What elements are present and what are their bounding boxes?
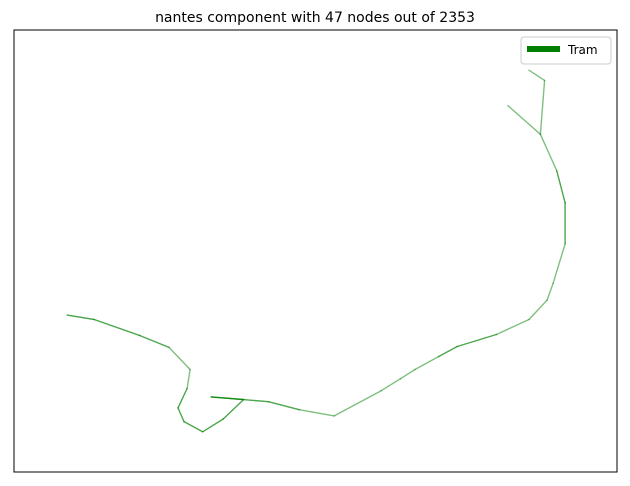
tram-network-lines xyxy=(66,69,566,433)
tram-edge-0 xyxy=(528,69,546,82)
tram-edge-27 xyxy=(138,334,170,349)
tram-edge-2 xyxy=(507,104,542,136)
tram-edge-21 xyxy=(201,418,224,433)
tram-edge-13 xyxy=(399,368,416,380)
tram-edge-16 xyxy=(298,409,335,417)
tram-edge-7 xyxy=(546,282,554,301)
tram-edge-28 xyxy=(93,318,141,337)
tram-edge-22 xyxy=(183,420,204,433)
tram-edge-12 xyxy=(414,355,440,371)
tram-edge-11 xyxy=(437,345,458,358)
tram-edge-1 xyxy=(539,79,546,136)
tram-edge-14 xyxy=(380,378,402,392)
tram-edge-19 xyxy=(210,396,245,401)
tram-edge-17 xyxy=(267,401,300,411)
tram-edge-20 xyxy=(222,398,245,420)
tram-edge-8 xyxy=(528,299,548,321)
tram-edge-25 xyxy=(186,368,191,390)
legend-label-tram: Tram xyxy=(567,43,598,57)
tram-edge-29 xyxy=(66,314,95,321)
tram-edge-10 xyxy=(456,333,498,348)
legend: Tram xyxy=(520,36,612,65)
tram-edge-23 xyxy=(177,407,185,423)
tram-edge-9 xyxy=(495,318,530,336)
tram-edge-15 xyxy=(333,390,382,417)
legend-frame xyxy=(520,36,612,65)
tram-edge-4 xyxy=(556,169,566,204)
tram-edge-6 xyxy=(552,243,566,284)
tram-edge-3 xyxy=(539,133,558,172)
plot-area xyxy=(13,29,618,473)
tram-edge-26 xyxy=(168,346,191,371)
tram-edge-24 xyxy=(177,387,188,409)
chart-title: nantes component with 47 nodes out of 23… xyxy=(155,10,475,26)
